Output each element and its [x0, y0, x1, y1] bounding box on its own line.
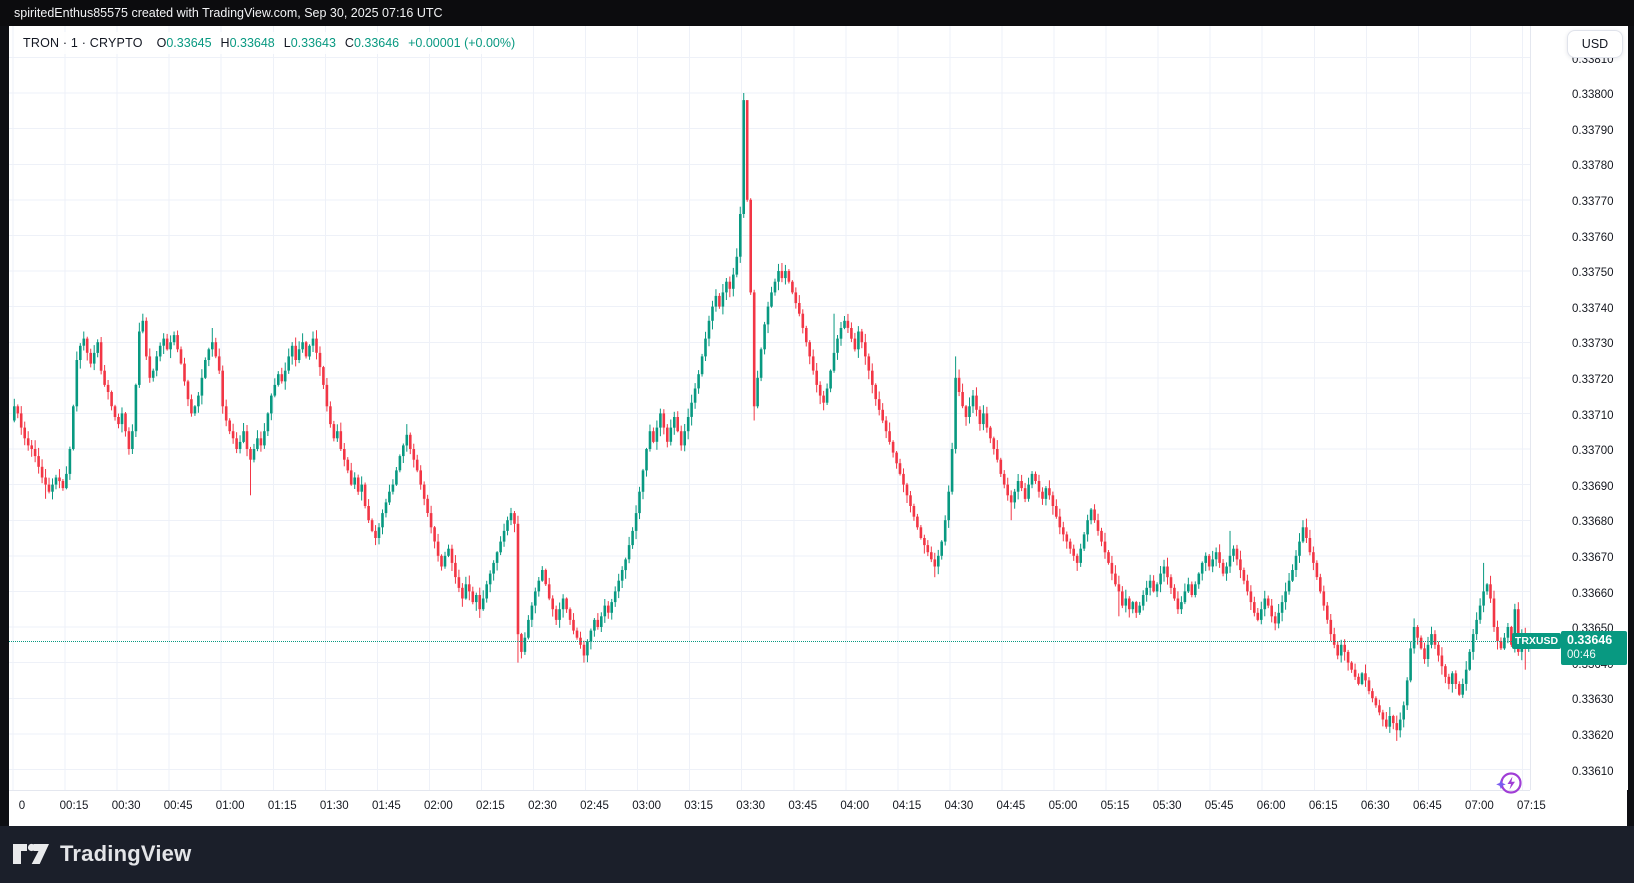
time-tick-label: 03:15: [684, 800, 714, 812]
tradingview-logo[interactable]: TradingView: [12, 840, 191, 868]
price-axis[interactable]: 0.33810 0.33800 0.33790 0.33780 0.33770 0.337…: [1530, 26, 1628, 790]
last-price-axis-label: 0.33646 00:46: [1561, 631, 1627, 665]
time-tick-label: 04:00: [840, 800, 870, 812]
time-tick-label: 0: [18, 800, 26, 812]
time-tick-label: 06:00: [1256, 800, 1286, 812]
price-tick-label: 0.33680: [1572, 516, 1614, 529]
price-tick-label: 0.33800: [1572, 89, 1614, 102]
time-tick-label: 06:15: [1308, 800, 1338, 812]
symbol-title[interactable]: TRON · 1 · CRYPTO: [23, 36, 143, 50]
price-tick-label: 0.33700: [1572, 445, 1614, 458]
price-tick-label: 0.33740: [1572, 302, 1614, 315]
bar-countdown: 00:46: [1567, 649, 1596, 661]
time-tick-label: 00:45: [163, 800, 193, 812]
time-tick-label: 02:15: [476, 800, 505, 812]
price-tick-label: 0.33710: [1572, 409, 1614, 422]
time-tick-label: 05:30: [1152, 800, 1182, 812]
ohlc-low: L0.33643: [283, 36, 336, 50]
time-tick-label: 04:30: [944, 800, 974, 812]
price-tick-label: 0.33720: [1572, 373, 1614, 386]
price-tick-label: 0.33760: [1572, 231, 1614, 244]
price-tick-label: 0.33660: [1572, 587, 1614, 600]
price-tick-label: 0.33750: [1572, 267, 1614, 280]
price-change: +0.00001 (+0.00%): [408, 36, 516, 50]
time-tick-label: 03:30: [736, 800, 766, 812]
time-tick-label: 02:30: [528, 800, 557, 812]
last-price-line: [9, 641, 1530, 642]
candlestick-canvas[interactable]: [9, 26, 1530, 790]
time-tick-label: 05:00: [1048, 800, 1078, 812]
footer-bar: TradingView: [0, 826, 1634, 883]
tradingview-logo-mark: [13, 843, 49, 864]
time-tick-label: 06:30: [1360, 800, 1390, 812]
price-tick-label: 0.33780: [1572, 160, 1614, 173]
time-tick-label: 04:15: [892, 800, 922, 812]
time-tick-label: 04:45: [996, 800, 1026, 812]
price-tick-label: 0.33610: [1572, 765, 1614, 778]
attribution-bar: spiritedEnthus85575 created with Trading…: [0, 0, 1634, 26]
boost-lightning-icon[interactable]: [1494, 770, 1524, 800]
symbol-price-badge: TRXUSD: [1512, 633, 1561, 649]
time-tick-label: 00:30: [111, 800, 141, 812]
time-tick-label: 01:15: [267, 800, 297, 812]
currency-toggle-button[interactable]: USD: [1567, 30, 1623, 58]
price-tick-label: 0.33690: [1572, 480, 1614, 493]
time-axis[interactable]: 0 00:15 00:30 00:45 01:00 01:15 01:30 01:45 02:0…: [9, 790, 1546, 827]
price-tick-label: 0.33730: [1572, 338, 1614, 351]
time-tick-label: 01:45: [371, 800, 401, 812]
time-tick-label: 02:00: [424, 800, 453, 812]
price-tick-label: 0.33770: [1572, 195, 1614, 208]
time-tick-label: 02:45: [580, 800, 609, 812]
symbol-header: TRON · 1 · CRYPTO O0.33645 H0.33648 L0.3…: [17, 32, 522, 54]
time-tick-label: 01:00: [215, 800, 245, 812]
tradingview-logo-text: TradingView: [60, 841, 192, 866]
price-tick-label: 0.33620: [1572, 729, 1614, 742]
time-tick-label: 07:15: [1517, 800, 1546, 812]
time-tick-label: 05:15: [1100, 800, 1130, 812]
price-tick-label: 0.33630: [1572, 694, 1614, 707]
price-tick-label: 0.33670: [1572, 551, 1614, 564]
ohlc-high: H0.33648: [220, 36, 275, 50]
time-tick-label: 03:00: [632, 800, 661, 812]
attribution-text: spiritedEnthus85575 created with Trading…: [14, 6, 443, 20]
chart-plot-area[interactable]: [9, 26, 1530, 790]
ohlc-open: O0.33645: [156, 36, 212, 50]
time-tick-label: 01:30: [319, 800, 349, 812]
time-tick-label: 05:45: [1204, 800, 1234, 812]
time-tick-label: 00:15: [59, 800, 89, 812]
time-tick-label: 06:45: [1412, 800, 1442, 812]
time-tick-label: 03:45: [788, 800, 818, 812]
chart-window: TRON · 1 · CRYPTO O0.33645 H0.33648 L0.3…: [9, 26, 1628, 827]
time-tick-label: 07:00: [1465, 800, 1494, 812]
last-price-value: 0.33646: [1567, 633, 1613, 647]
price-tick-label: 0.33790: [1572, 124, 1614, 137]
ohlc-close: C0.33646: [344, 36, 400, 50]
